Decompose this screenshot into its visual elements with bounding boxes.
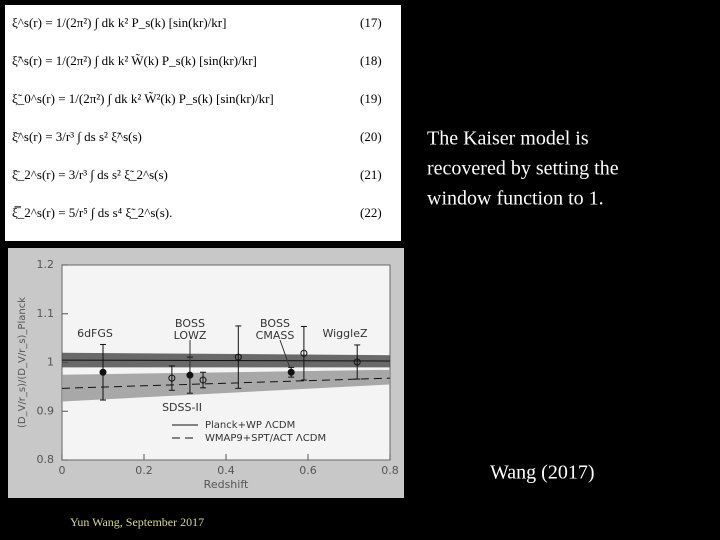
annotation: BOSS <box>260 317 290 330</box>
x-tick-label: 0.6 <box>299 464 317 477</box>
annotation: BOSS <box>175 317 205 330</box>
point-filled <box>287 368 295 376</box>
annotation: CMASS <box>256 329 295 342</box>
point-open <box>300 349 308 357</box>
equation: ξ̿_2^s(r) = 5/r⁵ ∫ ds s⁴ ξ̃_2^s(s). <box>12 205 172 221</box>
caption: Wang (2017) <box>490 462 594 484</box>
note-line: recovered by setting the <box>427 158 619 180</box>
point-filled <box>186 371 194 379</box>
point-open <box>199 376 207 384</box>
equation-number: (21) <box>360 167 382 182</box>
note-line: The Kaiser model is <box>427 128 589 150</box>
annotation: WiggleZ <box>322 327 367 340</box>
legend-label: WMAP9+SPT/ACT ΛCDM <box>205 433 326 444</box>
model-line <box>61 359 391 362</box>
model-line <box>61 377 391 389</box>
equation-number: (19) <box>360 91 382 106</box>
equation-number: (18) <box>360 53 382 68</box>
equation: ξ̄^s(r) = 3/r³ ∫ ds s² ξ̃^s(s) <box>12 129 142 145</box>
point-filled <box>99 368 107 376</box>
y-axis-label: (D_V/r_s)/(D_V/r_s)_Planck <box>17 297 28 428</box>
y-tick-label: 0.9 <box>37 404 55 417</box>
annotation: 6dFGS <box>77 327 113 340</box>
equation: ξ̃^s(r) = 1/(2π²) ∫ dk k² W̃(k) P_s(k) [… <box>12 53 257 69</box>
x-axis-label: Redshift <box>204 478 249 491</box>
equation-number: (17) <box>360 15 382 30</box>
footer: Yun Wang, September 2017 <box>70 515 204 529</box>
y-tick-label: 1 <box>47 356 54 369</box>
y-tick-label: 0.8 <box>37 453 55 466</box>
x-tick-label: 0.2 <box>135 464 153 477</box>
point-open <box>234 353 242 361</box>
equation-panel <box>5 5 401 241</box>
x-tick-label: 0.8 <box>381 464 399 477</box>
annotation: SDSS-II <box>162 401 202 414</box>
point-open <box>168 374 176 382</box>
band <box>62 369 390 402</box>
legend-label: Planck+WP ΛCDM <box>205 420 295 431</box>
point-open <box>353 358 361 366</box>
y-tick-label: 1.2 <box>37 258 55 271</box>
equation-number: (22) <box>360 205 382 220</box>
note-line: window function to 1. <box>427 188 604 210</box>
equation-number: (20) <box>360 129 382 144</box>
y-tick-label: 1.1 <box>37 307 55 320</box>
x-tick-label: 0 <box>59 464 66 477</box>
equation: ξ^s(r) = 1/(2π²) ∫ dk k² P_s(k) [sin(kr)… <box>12 15 226 31</box>
equation: ξ̄_2^s(r) = 3/r³ ∫ ds s² ξ̃_2^s(s) <box>12 167 168 183</box>
annotation: LOWZ <box>174 329 207 342</box>
x-tick-label: 0.4 <box>217 464 235 477</box>
annotation-arrow <box>279 339 291 369</box>
equation: ξ̃_0^s(r) = 1/(2π²) ∫ dk k² W̃²(k) P_s(k… <box>12 91 274 107</box>
